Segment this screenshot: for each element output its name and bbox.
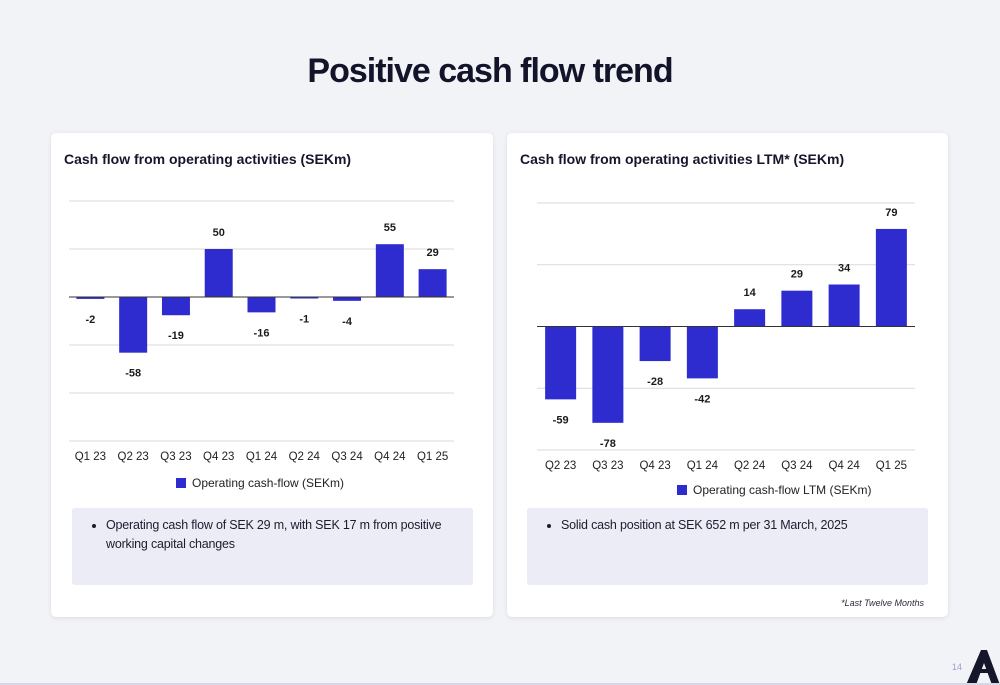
page-title: Positive cash flow trend: [307, 52, 673, 90]
legend-swatch: [176, 478, 186, 488]
x-tick-label: Q2 23: [118, 451, 149, 463]
ltm-cash-flow-card: Cash flow from operating activities LTM*…: [507, 133, 948, 617]
legend-label: Operating cash-flow LTM (SEKm): [693, 483, 872, 497]
legend-swatch: [677, 485, 687, 495]
x-tick-label: Q3 24: [781, 460, 813, 472]
bar: [828, 284, 860, 327]
data-label: -78: [600, 438, 616, 450]
ltm-cash-flow-chart: -59 Q2 23 -78 Q3 23 -28 Q4 23 -42 Q1 24 14 Q2 24 2…: [537, 202, 915, 497]
bar: [734, 309, 766, 327]
data-label: -28: [647, 376, 663, 388]
bar: [686, 326, 718, 379]
x-tick-label: Q2 24: [289, 451, 321, 463]
x-tick-label: Q1 25: [876, 460, 907, 472]
data-label: 55: [384, 222, 396, 234]
bar: [247, 297, 276, 313]
bar: [204, 249, 233, 297]
bar: [592, 326, 624, 423]
data-label: 50: [213, 227, 225, 239]
x-tick-label: Q1 24: [687, 460, 719, 472]
bar: [545, 326, 577, 400]
data-label: -42: [694, 393, 710, 405]
data-label: -59: [553, 414, 569, 426]
bar: [161, 297, 190, 316]
bar: [333, 297, 362, 301]
data-label: 79: [885, 207, 897, 219]
bar: [290, 297, 319, 299]
x-tick-label: Q3 24: [331, 451, 363, 463]
note-bullet: Solid cash position at SEK 652 m per 31 …: [561, 508, 912, 535]
data-label: -19: [168, 330, 184, 342]
data-label: -16: [254, 327, 270, 339]
data-label: -1: [299, 314, 309, 326]
note-box: Operating cash flow of SEK 29 m, with SE…: [72, 508, 473, 585]
bar: [76, 297, 105, 299]
data-label: 29: [791, 269, 803, 281]
x-tick-label: Q2 24: [734, 460, 766, 472]
x-tick-label: Q4 23: [203, 451, 234, 463]
operating-cash-flow-chart: -2 Q1 23 -58 Q2 23 -19 Q3 23 50 Q4 23 -16 Q1 24 -1…: [69, 200, 454, 490]
x-tick-label: Q4 24: [374, 451, 406, 463]
footnote: *Last Twelve Months: [841, 598, 924, 608]
note-bullet: Operating cash flow of SEK 29 m, with SE…: [106, 508, 457, 554]
card-title: Cash flow from operating activities (SEK…: [64, 151, 352, 167]
bar: [119, 297, 148, 353]
data-label: -58: [125, 368, 141, 380]
data-label: -2: [85, 314, 95, 326]
brand-a-logo-icon: [966, 650, 1000, 685]
x-tick-label: Q1 24: [246, 451, 278, 463]
card-title: Cash flow from operating activities LTM*…: [520, 151, 845, 167]
data-label: -4: [342, 316, 353, 328]
operating-cash-flow-card: Cash flow from operating activities (SEK…: [51, 133, 493, 617]
x-tick-label: Q1 23: [75, 451, 106, 463]
x-tick-label: Q4 23: [639, 460, 670, 472]
x-tick-label: Q1 25: [417, 451, 448, 463]
data-label: 29: [426, 247, 438, 259]
legend-label: Operating cash-flow (SEKm): [192, 476, 344, 490]
bar: [875, 228, 907, 327]
note-box: Solid cash position at SEK 652 m per 31 …: [527, 508, 928, 585]
bar: [781, 290, 813, 327]
x-tick-label: Q3 23: [592, 460, 623, 472]
bottom-rule: [0, 683, 1000, 685]
bar: [639, 326, 671, 362]
x-tick-label: Q2 23: [545, 460, 576, 472]
x-tick-label: Q4 24: [828, 460, 860, 472]
data-label: 34: [838, 263, 851, 275]
data-label: 14: [744, 287, 757, 299]
x-tick-label: Q3 23: [160, 451, 191, 463]
bar: [418, 269, 447, 297]
page-number: 14: [952, 662, 963, 672]
bar: [375, 244, 404, 297]
